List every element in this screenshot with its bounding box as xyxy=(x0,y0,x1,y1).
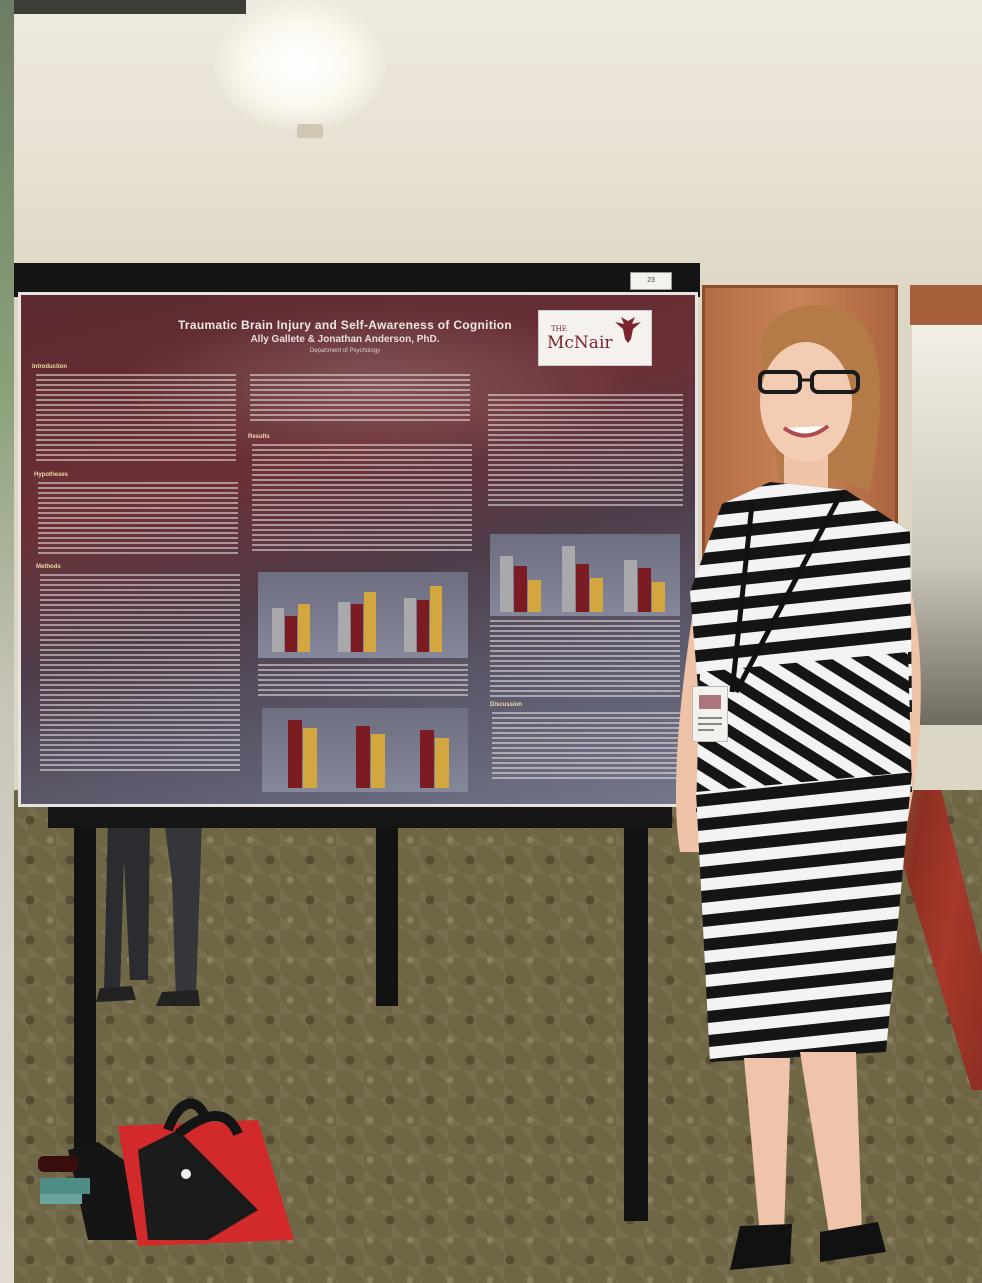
discussion-text xyxy=(492,712,680,782)
badge-logo-icon xyxy=(699,695,721,709)
bar xyxy=(404,598,416,652)
section-heading-discussion: Discussion xyxy=(490,702,523,708)
bar xyxy=(638,568,651,612)
wall xyxy=(0,0,982,300)
background-person-legs xyxy=(90,820,220,1020)
section-heading-results: Results xyxy=(248,434,270,440)
bar xyxy=(590,578,603,612)
top-dark-panel xyxy=(14,0,246,14)
easel-top-rail xyxy=(14,263,700,297)
right-mid-text xyxy=(490,620,680,698)
red-tote-bag xyxy=(28,1090,298,1250)
bar xyxy=(351,604,363,652)
bar xyxy=(430,586,442,652)
easel-leg-middle xyxy=(376,826,398,1006)
bar xyxy=(298,604,310,652)
bar xyxy=(364,592,376,652)
bar xyxy=(652,582,665,612)
bar xyxy=(435,738,449,788)
poster-title: Traumatic Brain Injury and Self-Awarenes… xyxy=(177,318,513,332)
hall-opening xyxy=(912,325,982,725)
poster-chart-middle-upper xyxy=(258,572,468,658)
bar xyxy=(624,560,637,612)
bar-chart-icon xyxy=(288,720,449,788)
logo-text: McNair xyxy=(547,333,613,353)
bar xyxy=(288,720,302,788)
badge-line xyxy=(698,729,714,731)
mcnair-logo: THE McNair xyxy=(538,310,652,366)
eagle-icon xyxy=(615,317,641,343)
bar xyxy=(272,608,284,652)
section-heading-hypotheses: Hypotheses xyxy=(34,472,69,478)
introduction-text xyxy=(36,374,236,464)
hypotheses-text xyxy=(38,482,238,556)
right-top-text xyxy=(488,394,683,509)
middle-top-text xyxy=(250,374,470,424)
section-heading-methods: Methods xyxy=(36,564,61,570)
bar xyxy=(576,564,589,612)
easel-leg-right xyxy=(624,826,648,1221)
badge-line xyxy=(698,723,722,725)
results-notes xyxy=(258,664,468,698)
bar xyxy=(528,580,541,612)
bar xyxy=(285,616,297,652)
poster-chart-right xyxy=(490,534,680,616)
badge-line xyxy=(698,717,722,719)
bar xyxy=(338,602,350,652)
easel-number-tag: 23 xyxy=(630,272,672,290)
bar xyxy=(417,600,429,652)
bar xyxy=(562,546,575,612)
bar-chart-icon xyxy=(272,586,442,652)
wooden-door-frame xyxy=(910,285,982,325)
bar xyxy=(356,726,370,788)
bar xyxy=(500,556,513,612)
ceiling-light xyxy=(215,0,385,130)
bar xyxy=(303,728,317,788)
bar xyxy=(514,566,527,612)
bar xyxy=(371,734,385,788)
bar-chart-icon xyxy=(500,546,665,612)
poster-chart-middle-lower xyxy=(262,708,468,792)
name-badge xyxy=(692,686,728,742)
logo-prefix: THE xyxy=(551,325,567,333)
presenter-person xyxy=(660,292,940,1283)
bar xyxy=(420,730,434,788)
results-text xyxy=(252,444,472,554)
poster-department: Department of Psychology xyxy=(309,348,381,354)
poster-authors: Ally Gallete & Jonathan Anderson, PhD. xyxy=(250,334,440,345)
methods-text xyxy=(40,574,240,774)
easel-leg-left xyxy=(74,826,96,1171)
light-fixture xyxy=(297,124,323,138)
left-edge-strip xyxy=(0,0,14,1283)
section-heading-introduction: Introduction xyxy=(32,364,67,370)
